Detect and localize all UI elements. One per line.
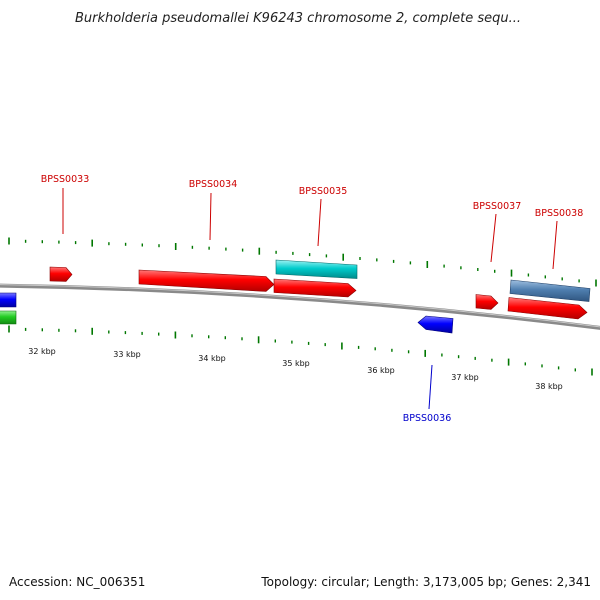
gene-label-BPSS0038[interactable]: BPSS0038 bbox=[535, 208, 583, 219]
cds-BPSS0035[interactable] bbox=[275, 259, 358, 279]
gene-label-BPSS0037[interactable]: BPSS0037 bbox=[473, 201, 521, 212]
gene-BPSS0035[interactable] bbox=[273, 278, 357, 298]
gene-label-BPSS0035[interactable]: BPSS0035 bbox=[299, 186, 347, 197]
label-leader-line bbox=[428, 364, 433, 410]
label-leader-line bbox=[552, 220, 558, 270]
map-title: Burkholderia pseudomallei K96243 chromos… bbox=[75, 11, 521, 26]
gene-BPSS0037[interactable] bbox=[475, 294, 499, 310]
kbp-label: 37 kbp bbox=[451, 373, 479, 382]
partial-green-feature[interactable] bbox=[0, 310, 17, 325]
gene-BPSS0036[interactable] bbox=[417, 315, 454, 334]
upper-tick-track bbox=[8, 237, 597, 287]
kbp-label: 35 kbp bbox=[282, 359, 310, 368]
cds-BPSS0038[interactable] bbox=[509, 279, 591, 302]
chromosome-backbone-highlight bbox=[0, 284, 600, 328]
label-leader-line bbox=[209, 192, 212, 241]
kbp-label: 33 kbp bbox=[113, 350, 141, 359]
kbp-label: 36 kbp bbox=[367, 366, 395, 375]
label-leader-line bbox=[490, 213, 497, 263]
genome-summary-text: Topology: circular; Length: 3,173,005 bp… bbox=[260, 575, 591, 589]
kbp-label: 34 kbp bbox=[198, 354, 226, 363]
gene-BPSS0034[interactable] bbox=[138, 269, 275, 292]
label-leader-line bbox=[317, 198, 322, 247]
kbp-label: 38 kbp bbox=[535, 382, 563, 391]
lower-tick-track bbox=[8, 325, 593, 376]
chromosome-backbone bbox=[0, 283, 600, 330]
partial-reverse-gene[interactable] bbox=[0, 292, 17, 308]
accession-text: Accession: NC_006351 bbox=[9, 575, 145, 589]
gene-label-BPSS0033[interactable]: BPSS0033 bbox=[41, 174, 89, 185]
gene-BPSS0033[interactable] bbox=[49, 266, 73, 282]
gene-label-BPSS0034[interactable]: BPSS0034 bbox=[189, 179, 237, 190]
gene-BPSS0038[interactable] bbox=[507, 297, 588, 320]
kbp-label: 32 kbp bbox=[28, 347, 56, 356]
gene-label-BPSS0036[interactable]: BPSS0036 bbox=[403, 413, 451, 424]
